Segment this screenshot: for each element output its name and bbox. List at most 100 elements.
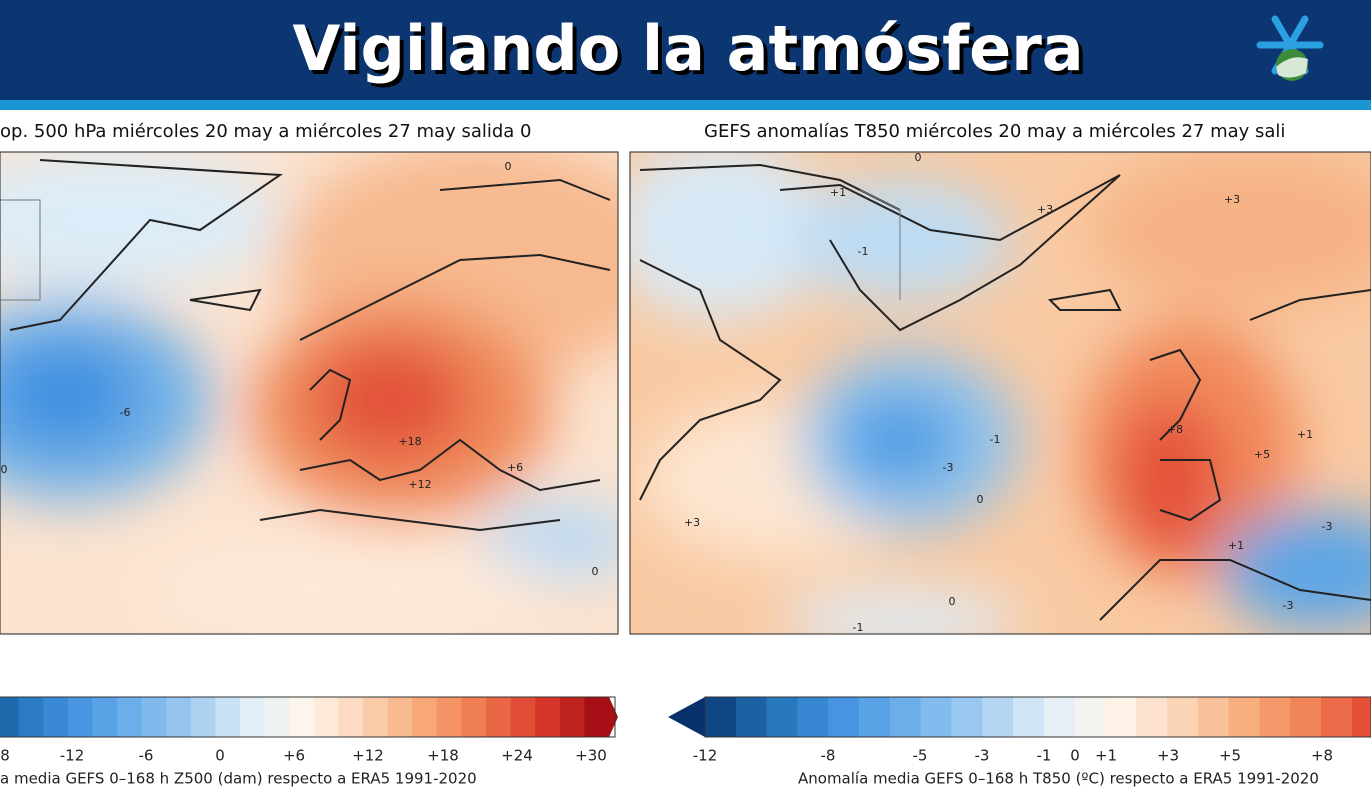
contour-label: -1 [853, 621, 864, 634]
colorbar-segment [117, 697, 143, 737]
colorbar-segment [559, 697, 585, 737]
colorbar-segment [67, 697, 93, 737]
contour-label: +1 [830, 186, 846, 199]
colorbar-segment [338, 697, 364, 737]
contour-label: -6 [120, 406, 131, 419]
colorbar-segment [1074, 697, 1106, 737]
colorbar-arrow [609, 697, 618, 737]
colorbar-segment [1197, 697, 1230, 737]
colorbar-segment [1105, 697, 1137, 737]
contour-label: 0 [977, 493, 984, 506]
colorbar-tick-label: 8 [0, 747, 10, 765]
colorbar-segment [951, 697, 983, 737]
contour-label: 0 [915, 151, 922, 164]
colorbar-segment [412, 697, 438, 737]
colorbar-segment [510, 697, 536, 737]
colorbar-tick-label: 0 [215, 747, 225, 765]
colorbar-tick-label: -6 [139, 747, 154, 765]
colorbar-segment [828, 697, 860, 737]
header-bar [0, 0, 1371, 100]
map-right [630, 152, 1371, 634]
colorbar-tick-label: +6 [283, 747, 305, 765]
colorbar-segment [240, 697, 266, 737]
colorbar-tick-label: +12 [352, 747, 384, 765]
colorbar-segment [859, 697, 891, 737]
colorbar-segment [0, 697, 20, 737]
colorbar-segment [982, 697, 1014, 737]
colorbar-segment [43, 697, 69, 737]
colorbar-segment [141, 697, 167, 737]
panel-title: op. 500 hPa miércoles 20 may a miércoles… [0, 121, 531, 142]
panel-title: GEFS anomalías T850 miércoles 20 may a m… [704, 121, 1285, 142]
colorbar-tick-label: +5 [1219, 747, 1241, 765]
colorbar-segment [920, 697, 952, 737]
contour-label: +12 [408, 478, 431, 491]
colorbar-segment [1321, 697, 1353, 737]
colorbar-segment [1259, 697, 1291, 737]
colorbar-tick-label: +30 [575, 747, 607, 765]
colorbar-segment [584, 697, 610, 737]
contour-label: -3 [943, 461, 954, 474]
contour-label: +1 [1297, 428, 1313, 441]
logo [1256, 15, 1324, 81]
colorbar-segment [436, 697, 462, 737]
colorbar-segment [1351, 697, 1371, 737]
colorbar-frame [0, 696, 616, 738]
colorbar-segment [166, 697, 192, 737]
colorbar-segment [190, 697, 216, 737]
colorbar-tick-label: 0 [1070, 747, 1080, 765]
contour-label: +3 [1224, 193, 1240, 206]
colorbar-segment [1228, 697, 1260, 737]
colorbar-segment [18, 697, 44, 737]
contour-label: +6 [507, 461, 523, 474]
colorbar-segment [215, 697, 241, 737]
map-frame [0, 151, 619, 635]
contour-label: +8 [1167, 423, 1183, 436]
colorbar-tick-label: -5 [913, 747, 928, 765]
colorbar-caption: Anomalía media GEFS 0–168 h T850 (ºC) re… [798, 770, 1319, 788]
colorbar-tick-label: -3 [975, 747, 990, 765]
contour-label: -3 [1283, 599, 1294, 612]
colorbar-segment [92, 697, 118, 737]
colorbar-segment [1013, 697, 1045, 737]
contour-label: +1 [1228, 539, 1244, 552]
colorbar-segment [461, 697, 487, 737]
colorbar-segment [1290, 697, 1322, 737]
colorbar-tick-label: -12 [693, 747, 718, 765]
colorbar-frame [704, 696, 1371, 738]
colorbar-arrow [668, 697, 705, 737]
contour-label: +3 [684, 516, 700, 529]
colorbar-tick-label: -12 [60, 747, 85, 765]
title-shadow: Vigilando la atmósfera [296, 16, 1087, 89]
contour-label: 0 [592, 565, 599, 578]
colorbar-segment [313, 697, 339, 737]
header-title: Vigilando la atmósfera [292, 12, 1083, 85]
colorbar-tick-label: +8 [1311, 747, 1333, 765]
contour-label: -3 [1322, 520, 1333, 533]
colorbar-segment [289, 697, 315, 737]
colorbar-tick-label: +1 [1095, 747, 1117, 765]
colorbar-segment [889, 697, 922, 737]
colorbar-tick-label: +24 [501, 747, 533, 765]
colorbar-caption: a media GEFS 0–168 h Z500 (dam) respecto… [0, 770, 477, 788]
header-stripe [0, 100, 1371, 110]
colorbar-tick-label: +3 [1157, 747, 1179, 765]
map-frame [629, 151, 1371, 635]
colorbar-segment [1043, 697, 1076, 737]
colorbar-segment [1136, 697, 1168, 737]
colorbar-tick-label: -1 [1037, 747, 1052, 765]
colorbar-segment [797, 697, 829, 737]
colorbar-segment [735, 697, 768, 737]
contour-label: -1 [990, 433, 1001, 446]
contour-label: +5 [1254, 448, 1270, 461]
contour-label: 0 [505, 160, 512, 173]
colorbar-segment [766, 697, 798, 737]
colorbar-segment [705, 697, 737, 737]
contour-label: +3 [1037, 203, 1053, 216]
contour-label: -1 [858, 245, 869, 258]
colorbar-segment [535, 697, 561, 737]
contour-label: 0 [949, 595, 956, 608]
contour-label: +18 [398, 435, 421, 448]
colorbar-tick-label: -8 [821, 747, 836, 765]
colorbar-segment [363, 697, 389, 737]
